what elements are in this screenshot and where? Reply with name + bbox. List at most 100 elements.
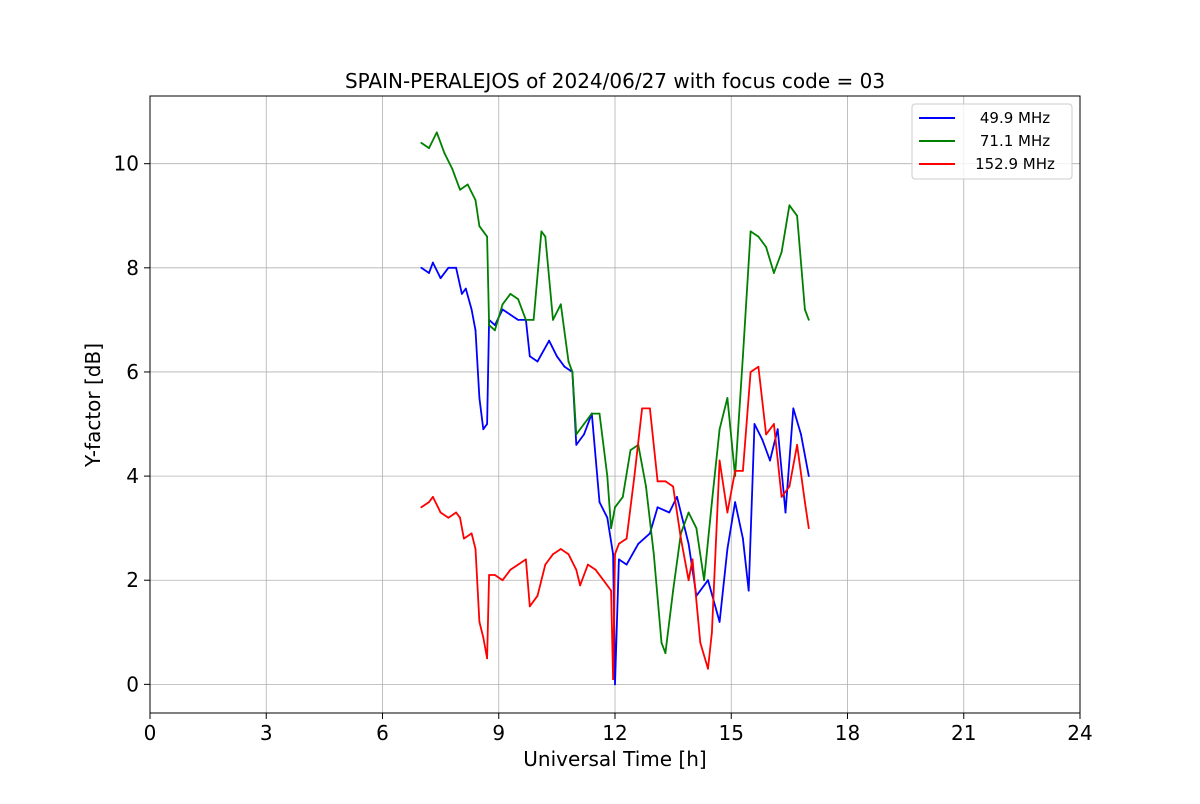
series-2-point [575, 568, 578, 571]
series-0-point [583, 433, 585, 436]
series-2-point [474, 548, 477, 550]
series-2-point [517, 563, 519, 566]
series-0-point [676, 496, 678, 498]
series-2-point [796, 444, 798, 446]
y-axis-ticks: 0 2 4 6 8 10 [114, 152, 150, 696]
y-tick-label: 6 [126, 360, 139, 384]
series-1-point [494, 329, 496, 332]
series-1-point [606, 475, 609, 477]
series-2-point [726, 511, 729, 514]
series-1-point [532, 319, 535, 321]
series-1-point [780, 251, 783, 254]
legend-label-1: 71.1 MHz [980, 132, 1050, 150]
series-0-point [563, 365, 566, 368]
series-2-point [680, 537, 682, 540]
chart-title: SPAIN-PERALEJOS of 2024/06/27 with focus… [345, 69, 885, 93]
series-1-point [765, 246, 767, 248]
series-2-point [602, 579, 605, 582]
series-2-point [807, 527, 810, 530]
x-tick-label: 12 [602, 721, 627, 745]
x-axis-label: Universal Time [h] [523, 747, 706, 771]
series-2-point [536, 594, 539, 597]
series-2-point [612, 678, 614, 681]
series-0-point [734, 501, 736, 503]
x-tick-label: 15 [719, 721, 744, 745]
x-tick-label: 21 [951, 721, 976, 745]
series-line-2 [420, 365, 810, 681]
series-2-point [567, 553, 570, 556]
series-1-point [459, 188, 461, 191]
y-tick-label: 10 [114, 152, 139, 176]
series-0-point [474, 329, 477, 332]
series-2-point [664, 480, 667, 483]
legend-label-0: 49.9 MHz [980, 109, 1050, 127]
series-1-point [474, 199, 477, 202]
series-0-point [614, 683, 616, 686]
series-1-point [807, 319, 810, 321]
series-1-point [420, 142, 423, 144]
series-0-point [718, 621, 721, 623]
series-2-point [773, 423, 775, 425]
series-1-point [773, 272, 775, 274]
series-1-point [726, 397, 729, 399]
series-1-point [672, 589, 674, 592]
x-tick-label: 18 [835, 721, 860, 745]
series-1-point [544, 235, 547, 238]
y-tick-label: 4 [126, 464, 139, 488]
x-tick-label: 3 [260, 721, 273, 745]
series-2-point [711, 631, 713, 634]
series-2-point [788, 485, 791, 488]
series-2-point [672, 485, 674, 488]
series-1-point [749, 230, 752, 233]
series-2-point [649, 407, 651, 410]
y-axis-label: Y-factor [dB] [81, 343, 105, 468]
series-lines [420, 131, 810, 686]
series-0-point [494, 324, 496, 326]
series-0-point [625, 563, 628, 566]
x-axis-ticks: 0 3 6 9 12 15 18 21 24 [144, 713, 1093, 745]
series-2-point [687, 579, 690, 582]
series-2-point [641, 407, 643, 410]
series-1-point [552, 319, 554, 321]
series-1-point [711, 501, 713, 503]
series-1-point [428, 147, 430, 150]
series-2-point [765, 433, 767, 436]
series-1-point [478, 225, 481, 228]
series-1-point [509, 293, 512, 295]
legend-box [911, 103, 1073, 180]
series-2-point [656, 480, 659, 483]
y-tick-label: 0 [126, 672, 139, 696]
series-2-point [749, 371, 752, 373]
series-0-point [432, 261, 434, 264]
series-0-point [776, 428, 779, 431]
series-2-point [482, 636, 485, 639]
series-1-point [525, 319, 527, 321]
series-0-point [461, 293, 463, 295]
series-0-point [455, 266, 457, 269]
series-2-point [488, 574, 490, 576]
series-2-point [428, 501, 430, 503]
x-tick-label: 6 [376, 721, 389, 745]
series-0-point [517, 319, 519, 321]
series-2-point [459, 516, 461, 519]
series-1-point [610, 527, 612, 530]
series-2-point [587, 563, 589, 566]
series-1-point [629, 449, 632, 451]
series-0-point [548, 339, 550, 342]
series-0-point [509, 313, 512, 316]
series-0-point [784, 511, 787, 514]
series-1-point [788, 204, 791, 207]
series-1-point [664, 652, 667, 654]
series-0-point [612, 553, 614, 556]
series-1-point [718, 428, 721, 431]
series-1-point [757, 235, 760, 238]
series-0-point [447, 266, 450, 269]
series-2-point [544, 563, 547, 566]
legend-label-2: 152.9 MHz [975, 155, 1055, 173]
series-0-point [478, 397, 481, 399]
series-1-point [660, 641, 663, 644]
series-2-point [579, 584, 581, 587]
series-1-point [621, 496, 624, 498]
series-0-point [687, 542, 690, 545]
